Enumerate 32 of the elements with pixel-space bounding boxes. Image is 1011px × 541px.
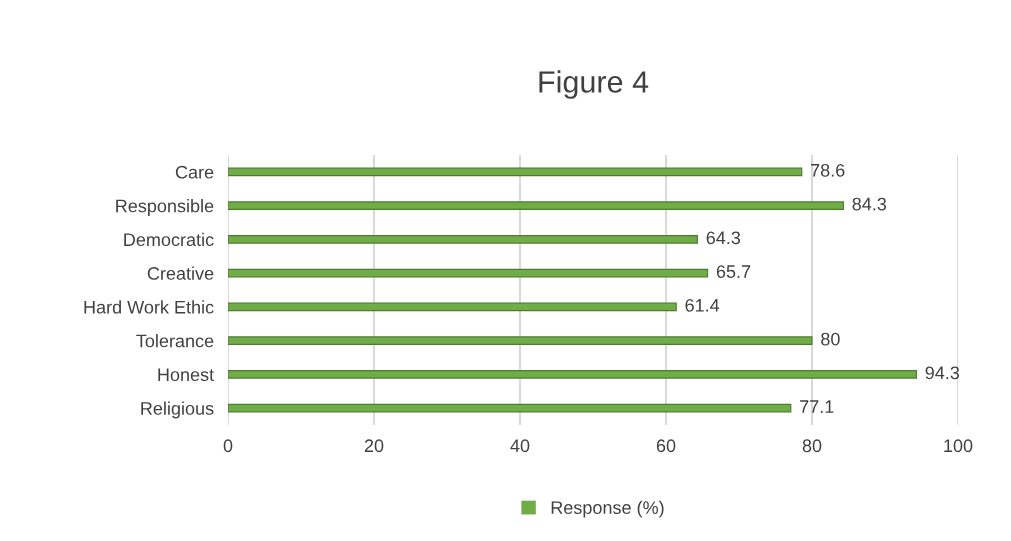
x-tick-label: 60 — [656, 439, 676, 453]
data-label: 78.6 — [811, 163, 845, 177]
data-label: 84.3 — [852, 197, 887, 211]
x-tick-label: 0 — [223, 439, 233, 453]
bar — [228, 302, 677, 312]
bar — [228, 201, 844, 210]
bar — [228, 370, 917, 379]
chart-title: Figure 4 — [539, 70, 649, 99]
x-tick-label: 80 — [802, 439, 822, 453]
x-tick-label: 100 — [944, 439, 973, 453]
y-tick-label: Honest — [158, 368, 214, 382]
x-tick-label: 40 — [510, 439, 530, 453]
x-tick-label: 20 — [364, 439, 384, 453]
data-label: 77.1 — [800, 400, 834, 413]
bar — [228, 268, 709, 278]
bar — [228, 403, 792, 413]
legend-label: Response (%) — [551, 500, 664, 518]
data-label: 61.4 — [685, 298, 720, 312]
bar — [228, 336, 813, 345]
y-tick-label: Democratic — [124, 232, 214, 247]
y-tick-label: Religious — [141, 401, 214, 419]
y-tick-label: Hard Work Ethic — [84, 300, 214, 314]
data-label: 65.7 — [716, 265, 751, 278]
data-label: 64.3 — [706, 231, 741, 245]
bar — [228, 235, 698, 244]
data-label: 80 — [821, 332, 840, 346]
y-tick-label: Care — [175, 165, 214, 179]
y-tick-label: Responsible — [116, 199, 214, 216]
bar — [228, 167, 803, 177]
y-tick-label: Tolerance — [136, 334, 214, 348]
y-tick-label: Creative — [147, 266, 214, 280]
data-label: 94.3 — [925, 366, 960, 380]
